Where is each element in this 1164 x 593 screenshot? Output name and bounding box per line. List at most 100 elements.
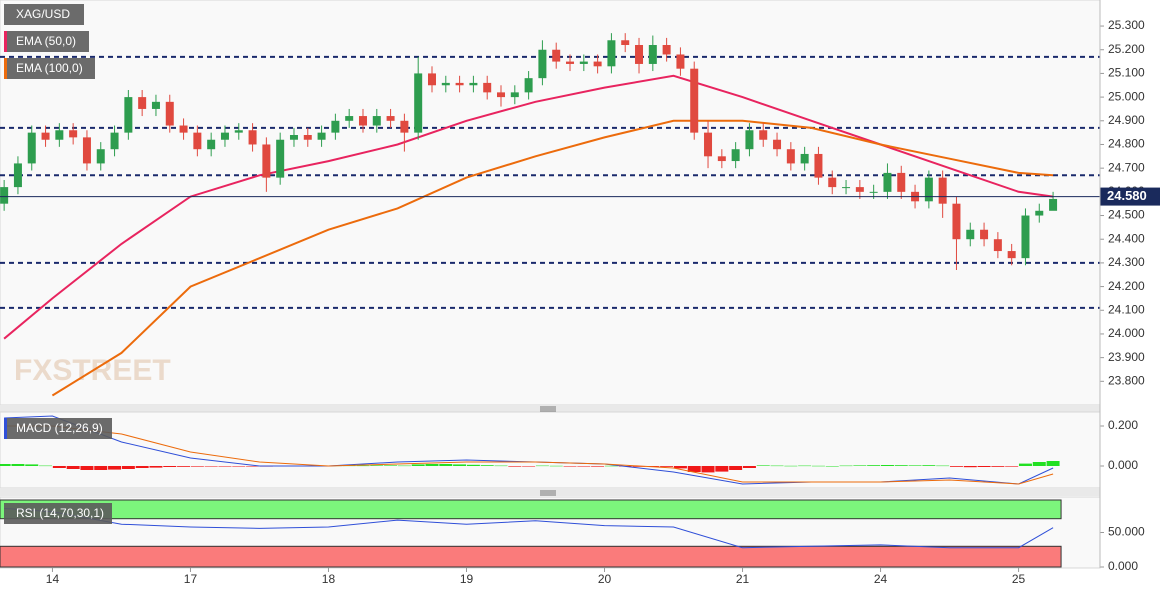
candle-body [234,130,243,133]
x-tick-label: 24 [874,572,888,586]
candle-body [372,116,381,126]
candle-body [55,130,64,140]
y-tick-label: 24.200 [1108,279,1145,293]
y-tick-label: 0.200 [1108,418,1138,432]
histogram-bar [936,465,950,467]
last-price-label: 24.580 [1107,188,1147,203]
histogram-bar [701,466,715,473]
histogram-bar [39,465,53,467]
separator-handle [540,490,556,496]
y-tick-label: 25.300 [1108,18,1145,32]
candle-body [786,149,795,164]
histogram-bar [798,465,812,467]
histogram-bar [11,464,25,466]
y-tick-label: 25.100 [1108,66,1145,80]
x-tick-label: 19 [460,572,474,586]
candle-body [82,137,91,164]
histogram-bar [1032,462,1046,466]
histogram-bar [853,465,867,466]
histogram-bar [439,464,453,466]
candle-body [607,40,616,67]
candle-body [538,49,547,79]
legend-entry-box [4,58,95,79]
candle-body [27,132,36,164]
candle-body [938,177,947,204]
histogram-bar [232,466,246,467]
indicator-line [4,425,1054,485]
candle-body [1007,251,1016,259]
candle-body [759,130,768,140]
histogram-bar [1018,463,1032,466]
histogram-bar [135,466,149,468]
panel-title-box [4,418,112,439]
y-tick-label: 24.900 [1108,113,1145,127]
candle-body [386,116,395,121]
histogram-bar [756,465,770,466]
candle-body [193,132,202,150]
candle-body [220,132,229,140]
histogram-bar [784,465,798,467]
y-tick-label: 24.400 [1108,231,1145,245]
histogram-bar [729,466,743,470]
candle-body [151,101,160,109]
candle-body [773,139,782,150]
x-tick-label: 14 [46,572,60,586]
candle-body [897,172,906,192]
candle-body [952,203,961,240]
histogram-bar [494,465,508,467]
y-tick-label: 24.300 [1108,255,1145,269]
histogram-bar [673,466,687,469]
separator-handle [540,406,556,412]
candle-body [552,49,561,62]
candle-body [317,132,326,140]
macd-panel [0,411,1101,489]
histogram-bar [204,466,218,467]
y-tick-label: 0.000 [1108,559,1138,573]
candle-body [124,97,133,133]
candle-body [510,92,519,98]
histogram-bar [922,465,936,466]
candle-body [621,40,630,45]
candle-body [842,187,851,189]
candle-body [579,61,588,64]
candle-body [593,61,602,67]
histogram-bar [453,464,467,466]
histogram-bar [425,464,439,466]
candle-body [497,92,506,98]
candle-body [207,139,216,150]
y-tick-label: 24.000 [1108,326,1145,340]
histogram-bar [563,466,577,467]
candle-body [69,130,78,138]
x-tick-label: 20 [598,572,612,586]
y-tick-label: 25.200 [1108,42,1145,56]
legend-entry-swatch [4,58,7,79]
candle-body [690,68,699,133]
candle-body [262,144,271,178]
panel-separator[interactable] [0,488,1100,496]
panel-title: MACD (12,26,9) [16,421,103,435]
histogram-bar [839,465,853,467]
y-tick-label: 50.000 [1108,525,1145,539]
candle-body [165,101,174,126]
histogram-bar [549,465,563,467]
panel-title-box [4,503,112,524]
histogram-bar [825,466,839,467]
candle-body [469,82,478,86]
y-tick-label: 24.500 [1108,208,1145,222]
candle-body [648,45,657,64]
candle-body [276,139,285,178]
candle-body [414,73,423,133]
histogram-bar [94,466,108,470]
y-tick-label: 25.000 [1108,89,1145,103]
x-tick-label: 18 [322,572,336,586]
histogram-bar [370,465,384,466]
candle-body [441,82,450,86]
indicator-line [51,119,1054,397]
last-price-box [1100,187,1160,206]
histogram-bar [577,466,591,467]
candle-body [248,130,257,145]
histogram-bar [0,464,11,466]
histogram-bar [25,464,39,466]
price-panel [0,0,1101,406]
